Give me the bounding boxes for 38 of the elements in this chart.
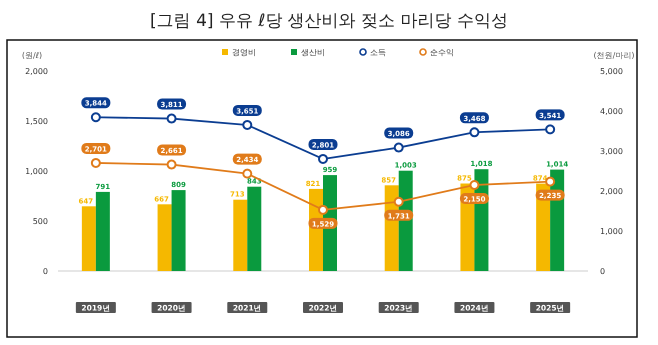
y2-tick-label: 4,000	[600, 107, 623, 116]
bar	[82, 206, 96, 271]
y-tick-label: 2,000	[25, 67, 48, 76]
y-tick-label: 1,000	[25, 167, 48, 176]
y2-tick-label: 1,000	[600, 227, 623, 236]
y2-tick-label: 5,000	[600, 67, 623, 76]
y-tick-label: 1,500	[25, 117, 48, 126]
bar	[233, 200, 248, 271]
chart-title: [그림 4] 우유 ℓ당 생산비와 젖소 마리당 수익성	[150, 11, 508, 31]
y2-tick-label: 2,000	[600, 187, 623, 196]
point	[394, 142, 404, 153]
y-axis-title: (원/ℓ)	[22, 51, 42, 60]
bar	[158, 204, 172, 271]
point	[318, 204, 328, 215]
bar	[96, 192, 110, 271]
point	[394, 196, 404, 207]
point	[545, 124, 556, 134]
y2-tick-label: 3,000	[600, 147, 623, 156]
point	[242, 168, 252, 179]
point	[318, 154, 328, 164]
bar	[247, 186, 262, 271]
point	[469, 180, 480, 190]
point	[166, 114, 177, 124]
point	[545, 176, 556, 187]
point	[166, 160, 177, 170]
legend-label: 생산비	[301, 48, 325, 57]
point	[90, 112, 101, 122]
legend-label: 순수익	[430, 48, 454, 57]
point	[469, 127, 480, 138]
point	[242, 120, 252, 130]
bar	[172, 190, 186, 271]
point	[90, 158, 101, 168]
y2-axis-title: (천원/마리)	[594, 51, 634, 60]
y-tick-label: 500	[32, 217, 48, 226]
y-tick-label: 0	[42, 267, 48, 276]
y2-tick-label: 0	[600, 267, 606, 276]
legend-label: 소득	[370, 48, 386, 57]
legend-label: 경영비	[232, 48, 256, 57]
